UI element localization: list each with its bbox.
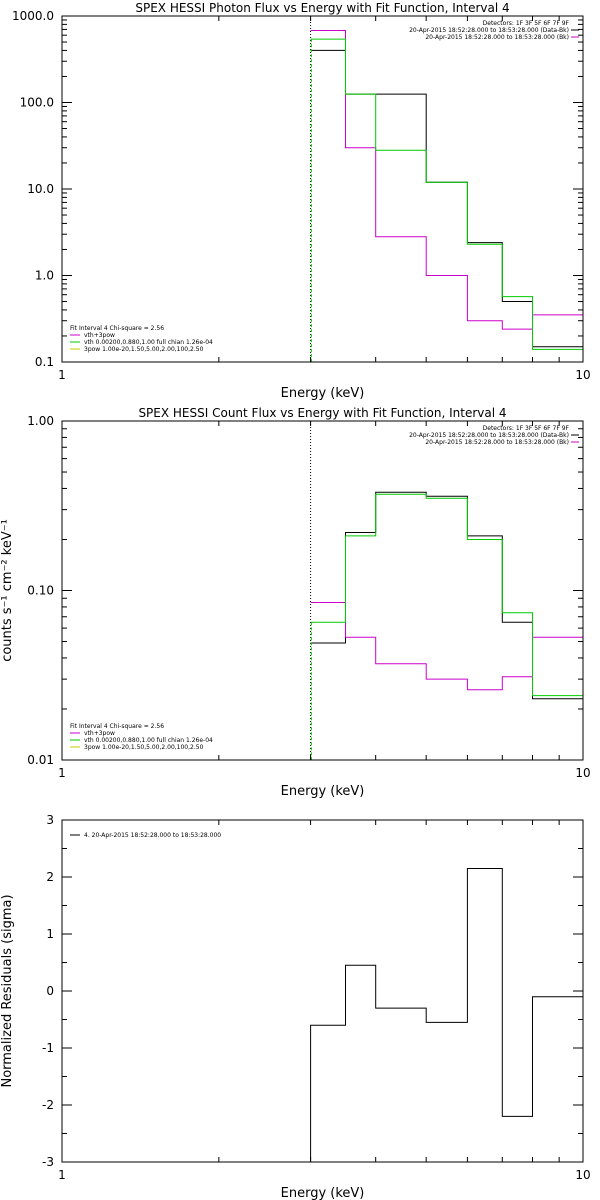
- y-tick-label: 100.0: [20, 96, 54, 110]
- legend-entry: vth+3pow: [84, 730, 115, 737]
- legend-entry: vth 0.00200,0.880,1.00 full chian 1.26e-…: [84, 737, 213, 744]
- chart-panel-3: -3 -2 -1 0 1 2 3 1 10 Energy (keV) Normalized Resi…: [0, 813, 591, 1200]
- info-line: 20-Apr-2015 18:52:28.000 to 18:53:28.000…: [409, 27, 569, 34]
- y-tick-label: 1000.0: [12, 9, 54, 23]
- chart-panel-2: SPEX HESSI Count Flux vs Energy with Fit…: [0, 406, 591, 799]
- legend-entry: Fit Interval 4 Chi-square = 2.56: [70, 723, 164, 730]
- plot-frame: [61, 15, 584, 363]
- y-axis-label: counts s⁻¹ cm⁻² keV⁻¹: [0, 519, 15, 662]
- y-tick-label: -1: [42, 1041, 54, 1055]
- series-line-2: [310, 30, 583, 330]
- y-tick-label: 2: [46, 870, 54, 884]
- x-tick-label: 10: [575, 766, 590, 780]
- series-line-1: [310, 868, 583, 1162]
- x-tick-label: 1: [58, 766, 66, 780]
- y-tick-label: 10.0: [27, 182, 54, 196]
- x-tick-label: 10: [575, 368, 590, 382]
- x-axis-label: Energy (keV): [281, 386, 365, 401]
- series-line-1: [310, 49, 583, 348]
- x-axis-label: Energy (keV): [281, 1186, 365, 1200]
- y-tick-label: 1: [46, 927, 54, 941]
- legend-entry: 3pow 1.00e-20,1.50,5.00,2.00,100,2.50: [84, 744, 204, 751]
- y-tick-label: 1.0: [35, 269, 54, 283]
- chart-panel-1: SPEX HESSI Photon Flux vs Energy with Fi…: [12, 1, 591, 401]
- info-line: Detectors: 1F 3F 5F 6F 7F 9F: [483, 425, 570, 432]
- y-tick-label: 1.00: [27, 414, 54, 428]
- y-axis-label: Normalized Residuals (sigma): [0, 894, 15, 1087]
- chart-title: SPEX HESSI Count Flux vs Energy with Fit…: [138, 406, 506, 420]
- legend-entry: vth 0.00200,0.880,1.00 full chian 1.26e-…: [84, 339, 213, 346]
- x-axis-label: Energy (keV): [281, 784, 365, 799]
- legend-entry: Fit Interval 4 Chi-square = 2.56: [70, 325, 164, 332]
- x-tick-label: 10: [575, 1168, 590, 1182]
- series-line-3: [310, 493, 583, 697]
- y-tick-label: 0.1: [35, 355, 54, 369]
- info-line: Detectors: 1F 3F 5F 6F 7F 9F: [483, 20, 570, 27]
- plot-frame: [61, 420, 584, 761]
- series-line-2: [310, 602, 583, 691]
- series-line-1: [310, 491, 583, 700]
- legend-entry: vth+3pow: [84, 332, 115, 339]
- legend-entry: 3pow 1.00e-20,1.50,5.00,2.00,100,2.50: [84, 346, 204, 353]
- x-tick-label: 1: [58, 368, 66, 382]
- info-line: 20-Apr-2015 18:52:28.000 to 18:53:28.000…: [425, 439, 569, 446]
- y-tick-label: -3: [42, 1155, 54, 1169]
- info-line: 20-Apr-2015 18:52:28.000 to 18:53:28.000…: [425, 34, 569, 41]
- chart-title: SPEX HESSI Photon Flux vs Energy with Fi…: [135, 1, 509, 15]
- info-line: 20-Apr-2015 18:52:28.000 to 18:53:28.000…: [409, 432, 569, 439]
- plot-frame: [61, 819, 584, 1163]
- legend-entry: 4. 20-Apr-2015 18:52:28.000 to 18:53:28.…: [84, 832, 221, 839]
- y-tick-label: 0.01: [27, 753, 54, 767]
- y-tick-label: -2: [42, 1098, 54, 1112]
- x-tick-label: 1: [58, 1168, 66, 1182]
- y-tick-label: 0: [46, 984, 54, 998]
- series-line-3: [310, 38, 583, 350]
- y-tick-label: 0.10: [27, 584, 54, 598]
- y-tick-label: 3: [46, 813, 54, 827]
